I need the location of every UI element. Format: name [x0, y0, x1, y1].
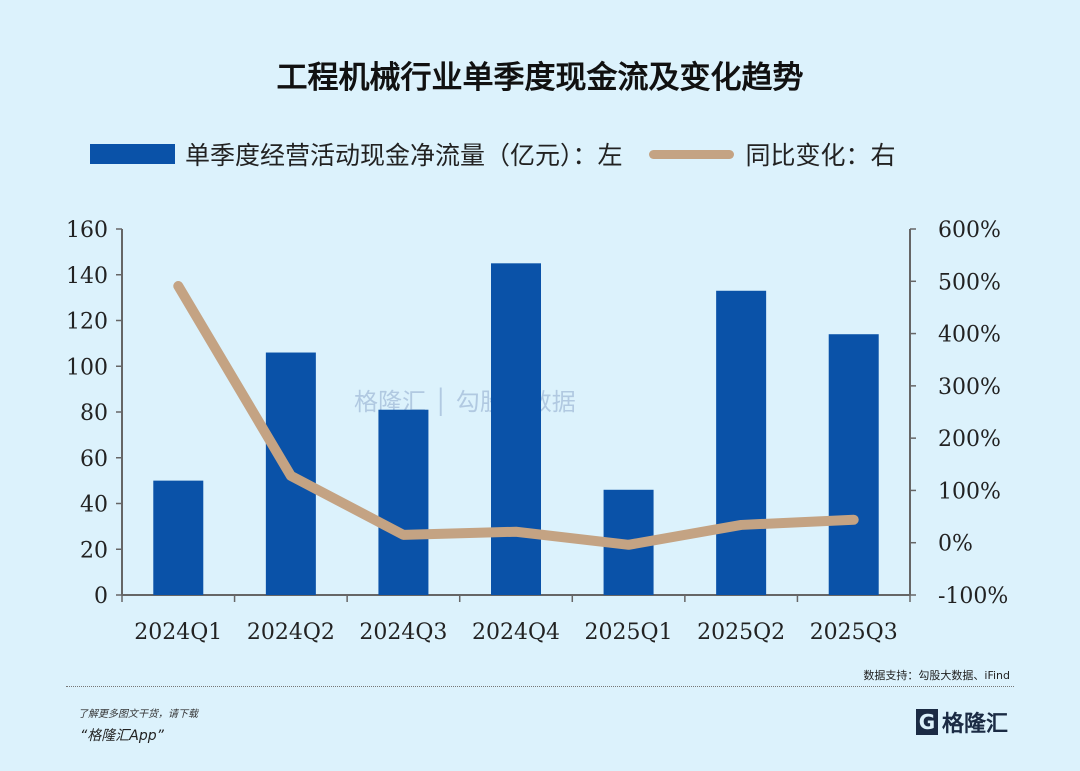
legend-swatch-bar	[90, 144, 175, 164]
x-tick-label: 2024Q3	[359, 620, 447, 645]
left-tick-label: 40	[80, 493, 108, 518]
logo-icon: G	[915, 709, 938, 735]
right-tick-label: 400%	[938, 323, 1001, 348]
x-tick-label: 2024Q2	[247, 620, 335, 645]
x-tick-label: 2025Q2	[697, 620, 785, 645]
right-tick-label: 300%	[938, 375, 1001, 400]
x-tick-label: 2025Q1	[585, 620, 673, 645]
bar	[153, 480, 204, 595]
left-tick-label: 0	[94, 584, 108, 609]
left-tick-label: 160	[66, 218, 108, 243]
x-tick-label: 2024Q1	[134, 620, 222, 645]
x-tick-label: 2024Q4	[472, 620, 560, 645]
left-tick-label: 80	[80, 401, 108, 426]
right-tick-label: 0%	[938, 532, 973, 557]
left-tick-label: 100	[66, 355, 108, 380]
divider	[66, 686, 1014, 687]
source-note: 数据支持：勾股大数据、iFind	[863, 669, 1010, 682]
bar	[716, 290, 767, 595]
right-tick-label: 100%	[938, 479, 1001, 504]
logo: G 格隆汇	[915, 706, 1008, 738]
right-tick-label: -100%	[938, 584, 1008, 609]
bar	[491, 263, 541, 595]
bar	[378, 409, 429, 595]
chart-title: 工程机械行业单季度现金流及变化趋势	[276, 60, 804, 96]
left-tick-label: 120	[66, 310, 108, 335]
legend: 单季度经营活动现金净流量（亿元）：左 同比变化：右	[90, 136, 896, 172]
right-tick-label: 200%	[938, 427, 1001, 452]
left-tick-label: 20	[80, 538, 108, 563]
right-tick-label: 500%	[938, 270, 1001, 295]
promo-app: “格隆汇App”	[80, 728, 164, 744]
promo-text: 了解更多图文干货，请下载	[78, 709, 198, 720]
legend-swatch-line	[648, 149, 734, 159]
left-tick-label: 60	[80, 447, 108, 472]
x-tick-label: 2025Q3	[810, 620, 898, 645]
legend-label-line: 同比变化：右	[745, 141, 896, 170]
legend-label-bar: 单季度经营活动现金净流量（亿元）：左	[185, 141, 623, 170]
bar	[828, 334, 879, 595]
left-tick-label: 140	[66, 264, 108, 289]
logo-text: 格隆汇	[941, 712, 1008, 737]
right-tick-label: 600%	[938, 218, 1001, 243]
